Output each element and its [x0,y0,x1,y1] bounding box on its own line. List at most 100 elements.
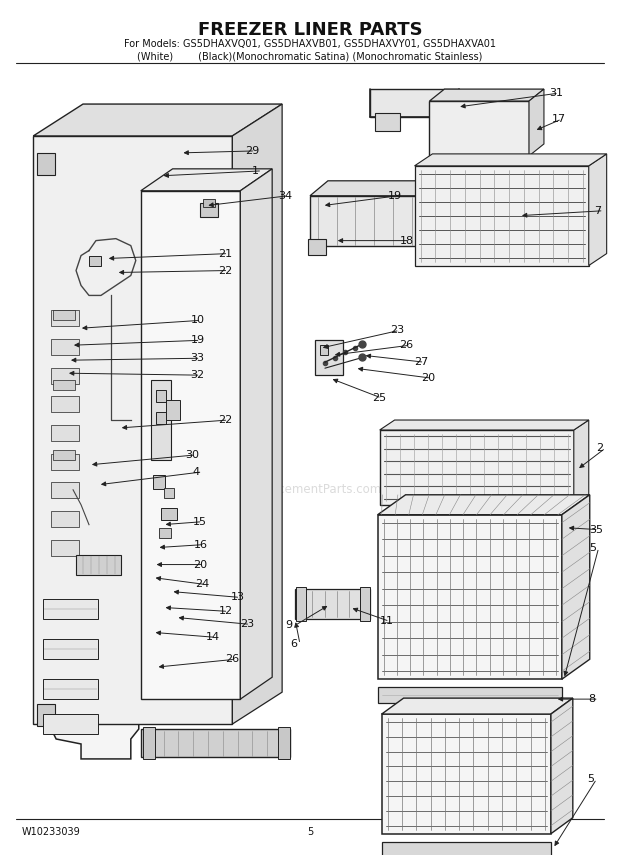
Text: FREEZER LINER PARTS: FREEZER LINER PARTS [198,21,422,39]
Polygon shape [241,169,272,699]
Circle shape [382,98,392,108]
Text: 21: 21 [218,248,232,259]
Bar [51,339,79,355]
Bar [360,587,370,621]
Bar [166,400,180,420]
Bar [43,639,98,659]
Text: 5: 5 [587,774,594,784]
Bar [51,511,79,527]
Text: 34: 34 [278,191,292,201]
Text: 14: 14 [205,633,219,642]
Polygon shape [310,181,438,196]
Polygon shape [33,136,232,724]
Text: 8: 8 [589,694,596,704]
Polygon shape [589,154,606,265]
Bar [89,256,101,265]
Text: 12: 12 [218,606,232,616]
Circle shape [155,495,161,501]
Circle shape [297,599,307,609]
Text: 24: 24 [195,580,210,590]
Bar [156,390,166,402]
Bar [315,341,343,375]
Bar [164,488,174,498]
Bar [370,89,459,117]
Text: W10233039: W10233039 [21,827,80,836]
Bar [382,841,551,856]
Text: 9: 9 [285,621,292,630]
Bar [51,482,79,498]
Polygon shape [420,181,438,246]
Circle shape [82,532,96,547]
Bar [51,368,79,383]
Polygon shape [33,104,282,136]
Bar [51,539,79,556]
Bar [159,527,170,538]
Bar [200,203,218,217]
Text: 20: 20 [422,373,436,383]
Bar [51,425,79,441]
Text: 33: 33 [190,354,205,363]
Polygon shape [379,420,589,430]
Bar [161,508,177,520]
Polygon shape [232,104,282,724]
Text: 31: 31 [549,88,563,98]
Bar [53,380,75,390]
Bar [296,587,306,621]
Bar [143,727,155,759]
Bar [37,704,55,726]
Text: 26: 26 [226,654,239,664]
Text: 27: 27 [415,357,429,367]
Text: 16: 16 [193,539,208,550]
Bar [278,727,290,759]
Bar [51,396,79,413]
Text: 11: 11 [379,616,394,627]
Text: 15: 15 [193,517,206,526]
Text: 22: 22 [218,265,232,276]
Polygon shape [46,151,139,759]
Bar [53,311,75,320]
Text: 32: 32 [190,370,205,380]
Bar [203,199,215,206]
Text: 26: 26 [400,341,414,350]
Text: 30: 30 [185,450,200,460]
Text: 5: 5 [307,827,313,836]
Text: (White)        (Black)(Monochromatic Satina) (Monochromatic Stainless): (White) (Black)(Monochromatic Satina) (M… [137,51,483,62]
Text: For Models: GS5DHAXVQ01, GS5DHAXVB01, GS5DHAXVY01, GS5DHAXVA01: For Models: GS5DHAXVQ01, GS5DHAXVB01, GS… [124,39,496,50]
Polygon shape [378,495,590,514]
Polygon shape [430,89,544,101]
Bar [43,599,98,620]
Polygon shape [529,89,544,156]
Polygon shape [382,714,551,834]
Text: 18: 18 [400,235,414,246]
Polygon shape [551,698,573,834]
Bar [374,113,400,131]
Bar [320,345,328,355]
Circle shape [161,495,167,501]
Polygon shape [574,420,589,505]
Text: 29: 29 [246,146,260,156]
Circle shape [382,117,392,127]
Circle shape [384,101,389,105]
Bar [156,412,166,424]
Text: 7: 7 [594,205,601,216]
Text: 5: 5 [589,543,596,553]
Bar [378,687,562,703]
Polygon shape [310,196,420,246]
Bar [51,311,79,326]
Text: 23: 23 [389,325,404,336]
Circle shape [167,487,174,493]
Polygon shape [415,154,606,166]
Bar [43,679,98,699]
Text: 10: 10 [190,315,205,325]
Bar [43,714,98,734]
Polygon shape [141,191,241,699]
Text: 13: 13 [231,592,244,603]
Text: 17: 17 [552,114,566,124]
Circle shape [74,525,104,555]
Text: 19: 19 [388,191,402,201]
Text: eReplacementParts.com: eReplacementParts.com [238,484,382,496]
Bar [141,729,290,757]
Text: 35: 35 [589,525,603,535]
Circle shape [102,259,110,266]
Text: 19: 19 [190,336,205,345]
